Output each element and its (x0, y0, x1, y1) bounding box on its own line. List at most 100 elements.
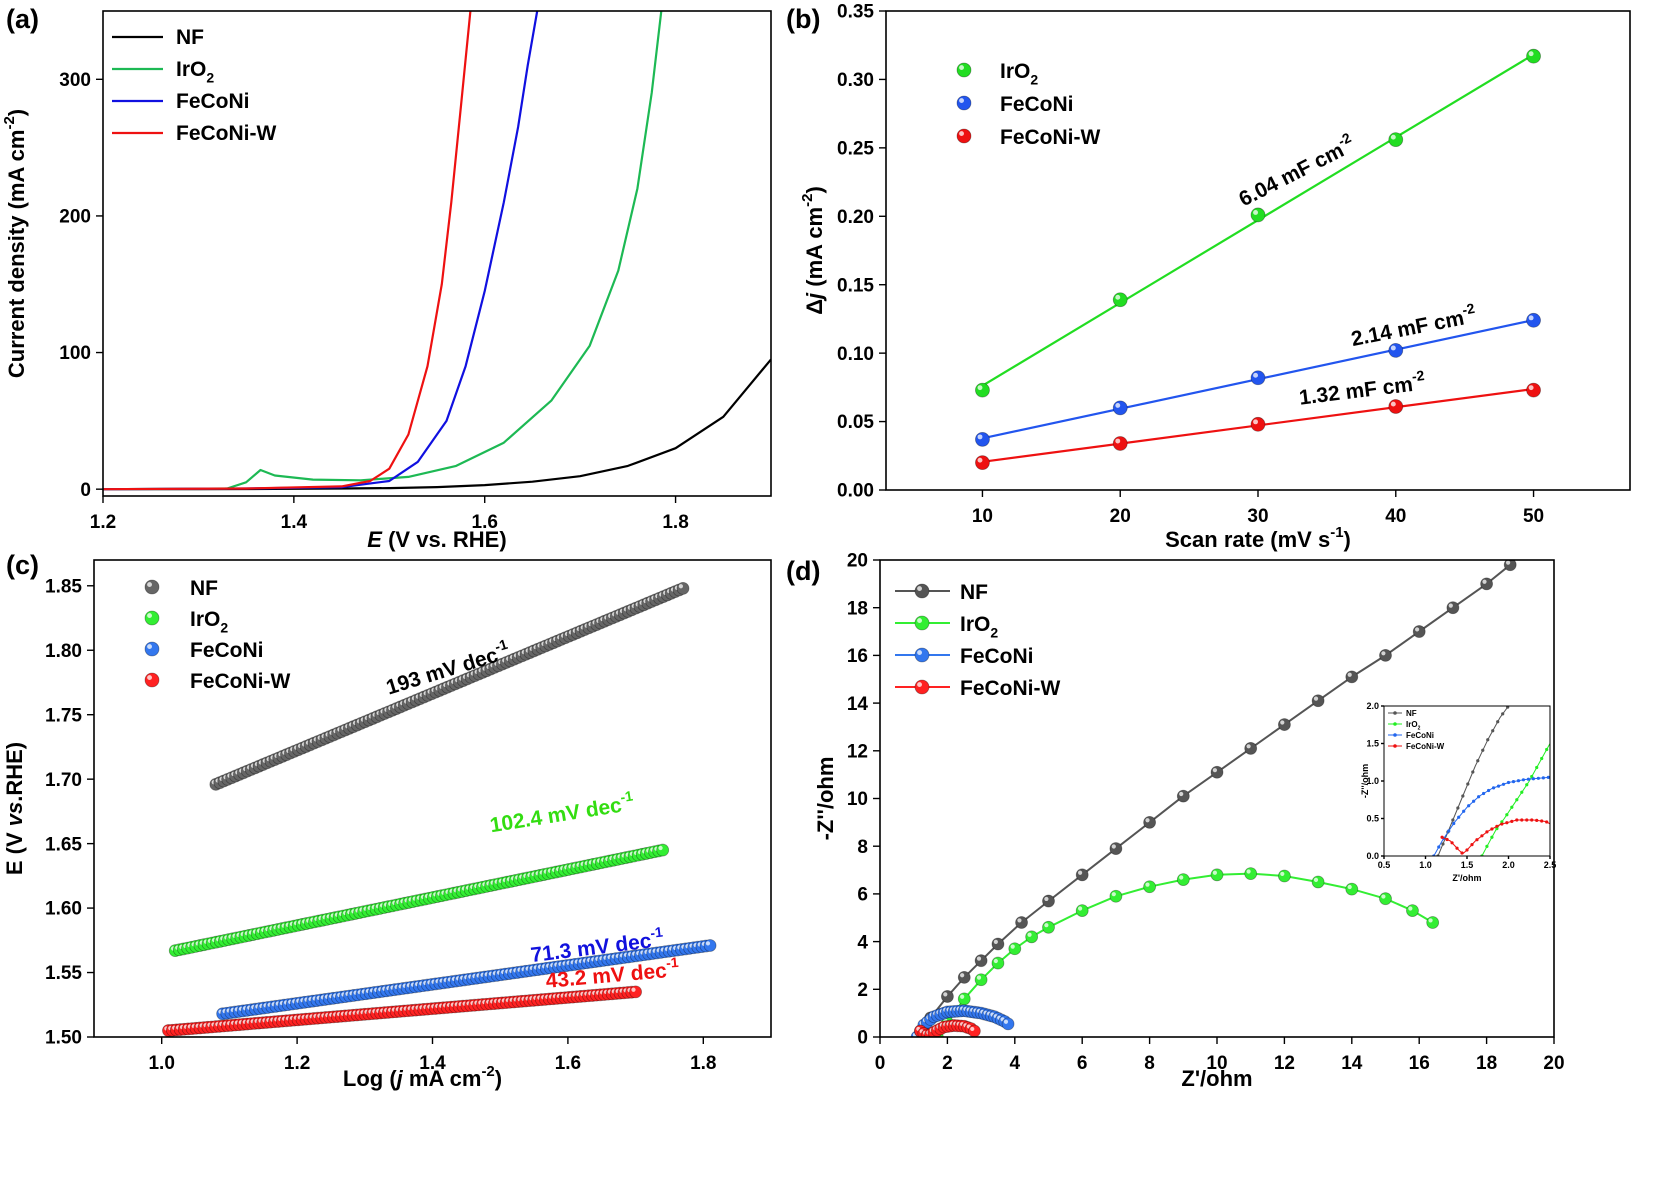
y-tick-label: 2.0 (1366, 701, 1379, 711)
inset-legend-marker (1393, 733, 1397, 737)
x-tick-label: 12 (1274, 1053, 1295, 1074)
data-point-highlight (1145, 818, 1150, 823)
data-point-highlight (1111, 844, 1116, 849)
y-tick-label: 0.20 (837, 207, 874, 228)
data-point-highlight (993, 958, 998, 964)
y-tick-label: 0.0 (1366, 851, 1379, 861)
x-tick-label: 1.6 (555, 1053, 581, 1074)
y-tick-label: 14 (847, 694, 869, 715)
x-tick-label: 20 (1543, 1053, 1564, 1074)
legend-label: IrO2 (190, 608, 228, 635)
x-axis-label-a: E (V vs. RHE) (367, 527, 506, 552)
legend-label: IrO2 (176, 58, 214, 85)
data-point (1526, 382, 1541, 398)
inset-data-point (1491, 786, 1496, 790)
legend-label: NF (176, 26, 204, 49)
y-tick-label: 18 (847, 598, 868, 619)
data-point-highlight (678, 584, 683, 589)
legend-label: FeCoNi (1000, 93, 1074, 116)
legend-marker (144, 672, 160, 688)
inset-data-point (1472, 799, 1476, 803)
legend-label: FeCoNi-W (1000, 126, 1100, 149)
data-point (1001, 1017, 1015, 1031)
inset-data-point (1461, 794, 1465, 798)
inset-data-point (1511, 780, 1516, 784)
data-point-highlight (705, 941, 711, 946)
y-tick-label: 16 (847, 646, 868, 667)
inset-y-axis-label: -Z''/ohm (1360, 764, 1370, 798)
data-point-highlight (1246, 869, 1251, 874)
data-point (1379, 649, 1392, 662)
legend-marker-highlight (917, 618, 922, 623)
x-tick-label: 40 (1385, 506, 1406, 527)
inset-data-point (1501, 712, 1505, 716)
inset-data-point (1546, 775, 1550, 780)
x-tick-label: 1.8 (662, 512, 688, 533)
data-point-highlight (658, 845, 663, 851)
data-point (1446, 601, 1460, 615)
plot-area-d (910, 560, 1517, 1037)
legend-label: IrO2 (1000, 60, 1038, 87)
inset-data-point (1530, 774, 1534, 779)
inset-data-point (1505, 821, 1509, 825)
legend-marker (956, 128, 972, 144)
inset-data-point (1480, 834, 1484, 838)
data-point (1388, 132, 1404, 148)
inset-legend-label: FeCoNi (1406, 731, 1434, 740)
data-point-highlight (1313, 877, 1319, 882)
panel-label-b: (b) (786, 4, 820, 34)
legend-label: FeCoNi (960, 645, 1034, 668)
data-point (1278, 869, 1291, 883)
data-point (975, 382, 990, 398)
data-point (1143, 815, 1156, 829)
inset-data-point (1441, 842, 1445, 846)
inset-data-point (1526, 777, 1531, 781)
y-tick-label: 1.5 (1366, 739, 1379, 749)
data-point (1008, 942, 1022, 956)
inset-data-point (1477, 795, 1481, 799)
x-tick-label: 2.5 (1544, 860, 1557, 870)
data-point-highlight (1381, 894, 1386, 899)
x-tick-label: 2 (942, 1053, 953, 1074)
data-point-highlight (1408, 906, 1413, 911)
data-point (1109, 889, 1123, 903)
data-point (1311, 875, 1325, 889)
y-tick-label: 8 (857, 837, 868, 858)
inset-legend-marker (1393, 722, 1397, 726)
inset-data-point (1506, 780, 1511, 785)
data-point (957, 992, 971, 1006)
data-point-highlight (1528, 385, 1534, 391)
inset-data-point (1540, 819, 1544, 823)
data-point-highlight (1078, 906, 1083, 911)
data-point-highlight (993, 939, 998, 944)
y-tick-label: 0 (80, 480, 91, 501)
data-point (991, 937, 1005, 951)
data-point-highlight (1179, 875, 1184, 880)
x-tick-label: 16 (1409, 1053, 1430, 1074)
data-point-highlight (976, 956, 982, 961)
data-point-highlight (977, 457, 983, 463)
data-point (1526, 312, 1541, 328)
data-point-highlight (1044, 896, 1049, 902)
inset-data-point (1521, 778, 1526, 782)
y-tick-label: 1.0 (1366, 776, 1379, 786)
data-point (1278, 718, 1291, 731)
y-tick-label: 6 (857, 885, 868, 906)
legend-marker-highlight (917, 682, 922, 687)
inset-data-point (1486, 738, 1490, 742)
plot-area-a (103, 11, 771, 491)
data-point-highlight (1044, 923, 1049, 928)
legend-marker-highlight (147, 582, 152, 587)
inset-data-point (1545, 747, 1549, 752)
inset-data-point (1545, 820, 1549, 824)
x-tick-label: 2.0 (1502, 860, 1515, 870)
x-tick-label: 6 (1077, 1053, 1088, 1074)
slope-annotation: 2.14 mF cm-2 (1348, 300, 1478, 351)
panel-label-c: (c) (6, 550, 39, 580)
y-tick-label: 1.70 (45, 770, 82, 791)
legend-label: NF (190, 577, 218, 600)
data-point-highlight (1347, 672, 1352, 677)
x-tick-label: 0 (875, 1053, 886, 1074)
x-tick-label: 1.0 (1419, 860, 1432, 870)
x-tick-label: 10 (972, 506, 993, 527)
